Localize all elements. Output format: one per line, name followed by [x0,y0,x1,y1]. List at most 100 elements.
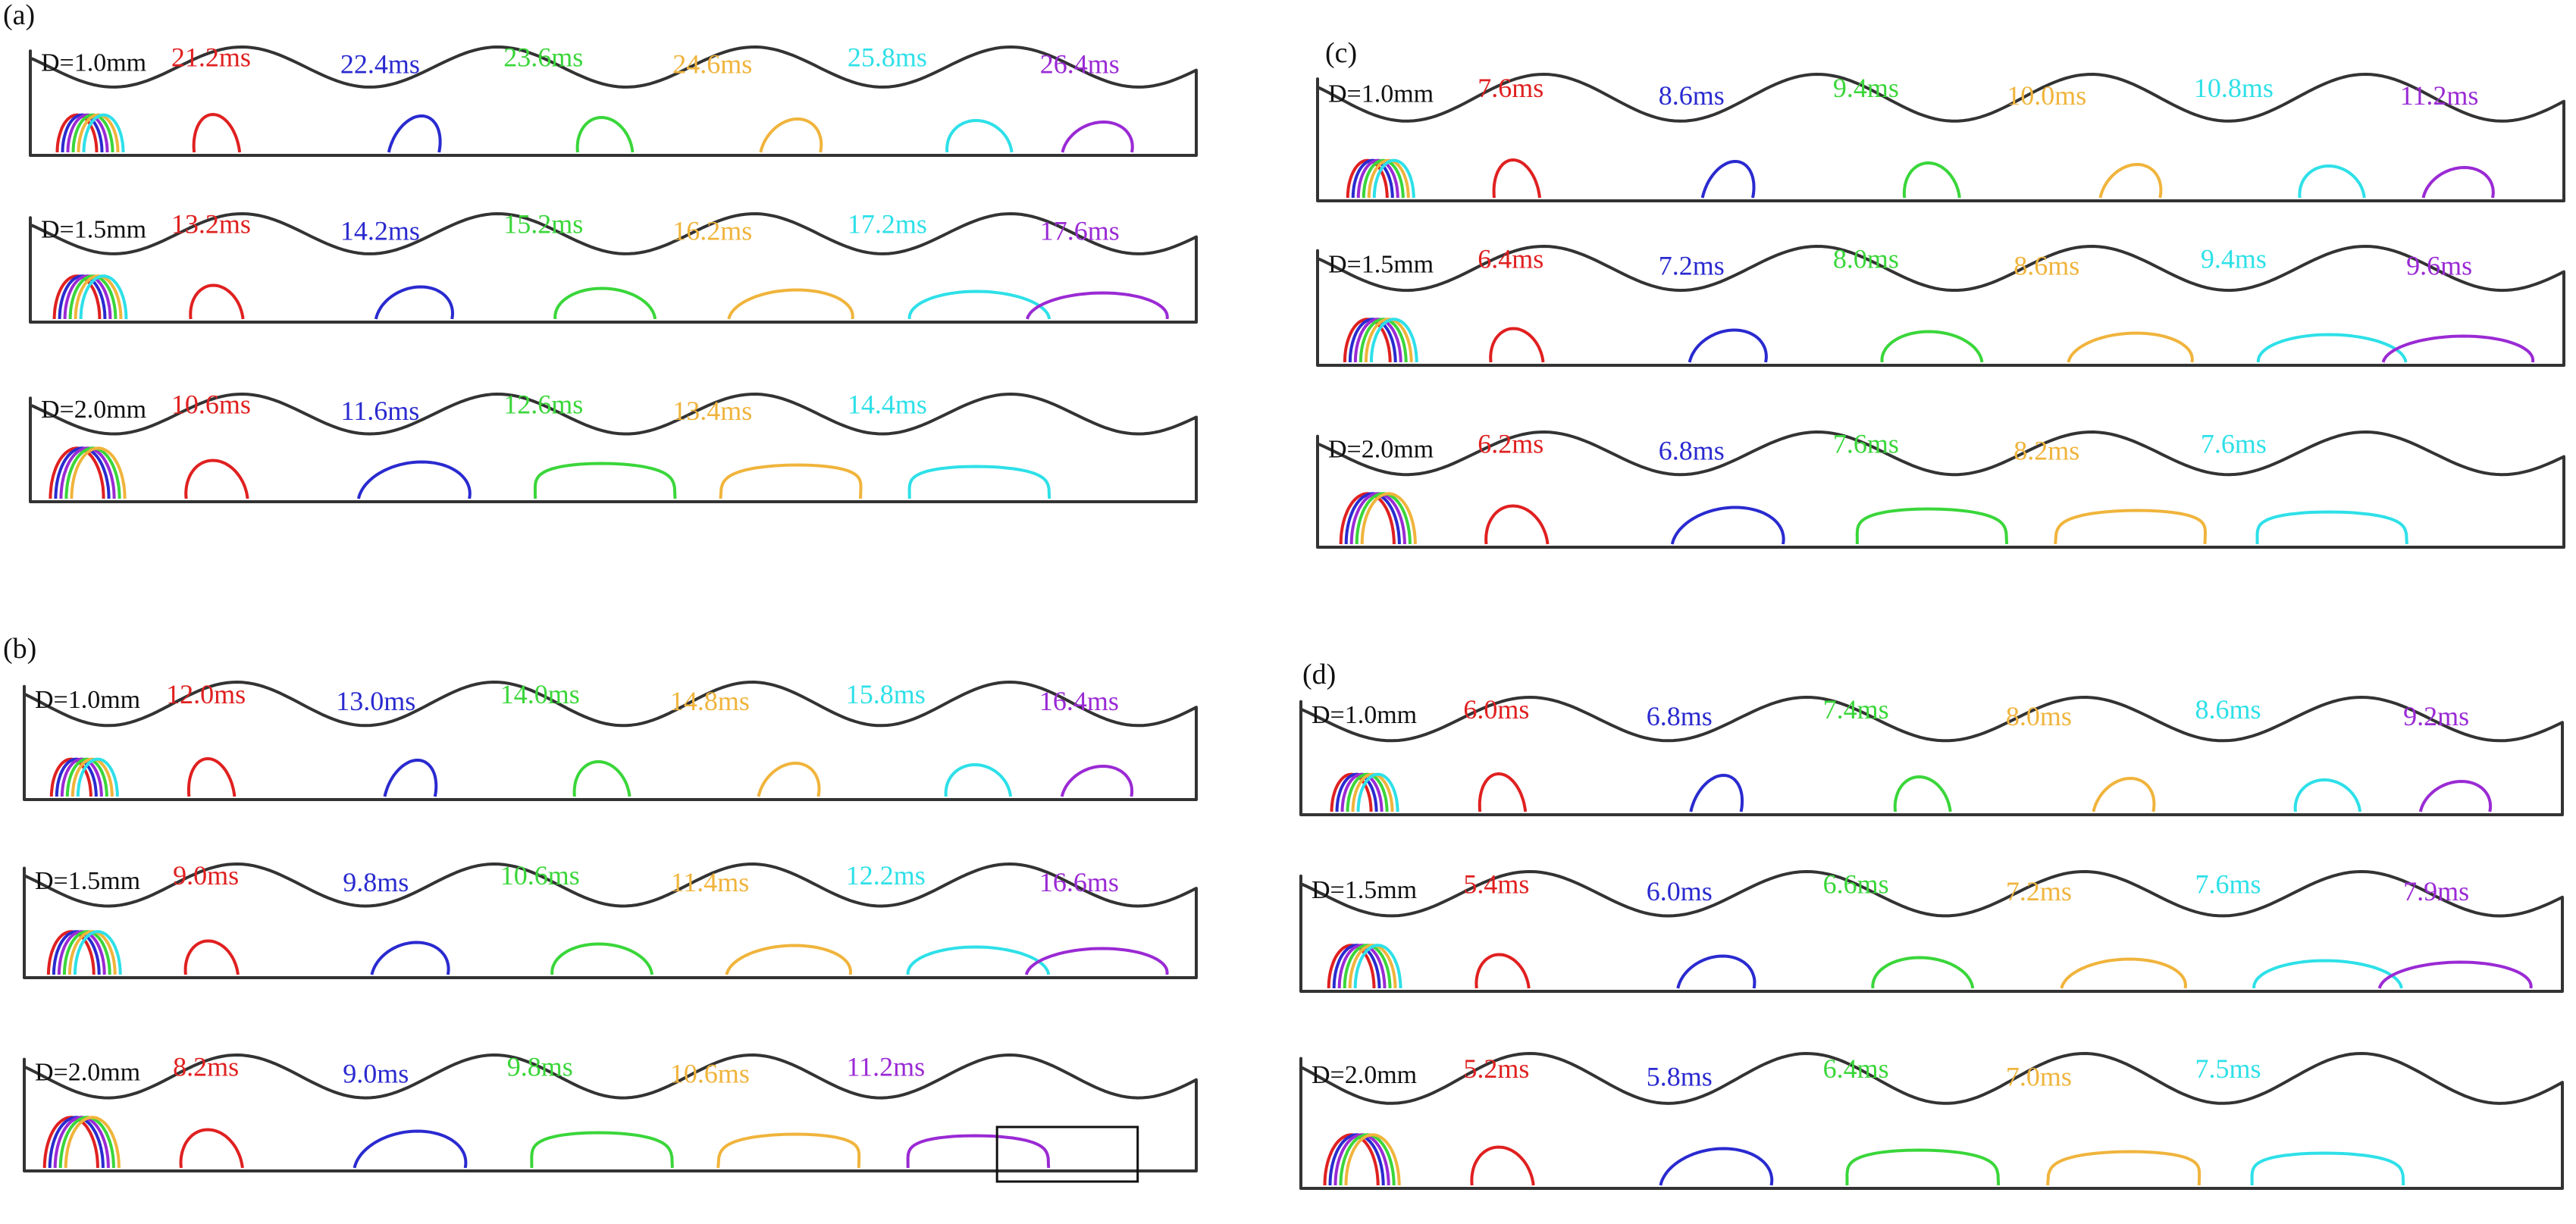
time-label: 11.6ms [341,396,420,426]
initial-bubble-outline [1344,1133,1401,1186]
time-label: 9.4ms [1833,73,1899,103]
wavy-channel [1299,870,2564,993]
bubble-outline [2060,957,2187,989]
bubble-outline [179,1128,244,1169]
bubble-outline [2421,166,2495,199]
time-label: 7.2ms [2006,876,2072,906]
diameter-label: D=1.5mm [35,867,140,895]
bubble-outline [353,1129,468,1169]
channel-row: D=1.0mm 12.0ms 13.0ms 14.0ms 14.8ms 15.8ms 16.… [23,679,1198,801]
time-label: 7.4ms [1823,694,1889,725]
bubble-outline [1700,160,1756,199]
bubble-outline [383,759,438,797]
bubble-outline [575,116,635,153]
initial-bubble-outline [1360,492,1417,545]
bubble-outline [1689,774,1744,812]
bubble-outline [1061,121,1134,153]
bubble-outline [2255,510,2408,545]
channel-row: D=2.0mm 5.2ms 5.8ms 6.4ms 7.0ms 7.5ms [1299,1052,2564,1190]
bubble-outline [186,757,237,797]
time-label: 9.8ms [507,1052,573,1082]
bubble-outline [727,288,854,320]
time-label: 21.2ms [171,42,251,73]
wavy-channel [29,45,1198,157]
time-label: 9.6ms [2406,251,2472,281]
bubble-outline [719,463,863,499]
diameter-label: D=2.0mm [1328,435,1434,463]
diameter-label: D=2.0mm [35,1059,140,1087]
bubble-outline [1026,291,1169,320]
wavy-channel [1316,73,2565,202]
initial-bubble-outline [79,274,128,320]
diameter-label: D=1.0mm [1312,701,1417,729]
time-label: 9.0ms [343,1059,409,1089]
time-label: 6.2ms [1478,428,1543,459]
bubble-outline [906,1134,1051,1169]
bubble-outline [533,462,677,499]
time-label: 9.2ms [2403,701,2469,731]
time-label: 22.4ms [340,49,420,79]
initial-bubble-outline [64,1116,121,1169]
time-label: 7.5ms [2195,1053,2261,1084]
panel-label: (d) [1302,659,1336,690]
time-label: 16.6ms [1039,867,1119,897]
bubble-outline [1474,953,1531,989]
time-label: 13.0ms [336,686,415,716]
bubble-outline [2381,334,2535,363]
diameter-label: D=1.5mm [41,215,146,243]
time-label: 24.6ms [672,49,752,79]
bubble-outline [1902,161,1961,199]
time-label: 5.8ms [1647,1062,1713,1092]
bubble-outline [1871,956,1975,989]
time-label: 23.6ms [503,42,583,73]
time-label: 10.8ms [2194,73,2274,103]
time-label: 6.4ms [1823,1053,1889,1084]
wavy-channel [23,1053,1198,1172]
time-label: 14.4ms [848,390,927,420]
time-label: 7.6ms [1833,428,1899,459]
channel-row: D=1.5mm 6.4ms 7.2ms 8.0ms 8.6ms 9.4ms 9.6ms [1316,243,2565,367]
panel-label: (a) [3,0,35,31]
time-label: 10.6ms [500,860,580,891]
time-label: 11.4ms [671,867,750,897]
time-label: 10.0ms [2007,80,2086,111]
initial-bubble-outline [82,113,125,153]
time-label: 11.2ms [2400,80,2479,111]
diameter-label: D=1.5mm [1328,251,1434,279]
bubble-outline [184,459,249,499]
time-label: 8.6ms [2013,251,2079,281]
bubble-outline [370,941,450,975]
time-label: 7.6ms [2201,428,2267,459]
channel-row: D=2.0mm 6.2ms 6.8ms 7.6ms 8.2ms 7.6ms [1316,428,2565,549]
time-label: 8.6ms [1659,80,1725,111]
highlight-box [995,1125,1139,1183]
time-label: 9.4ms [2201,243,2267,274]
bubble-outline [1060,765,1134,797]
time-label: 8.6ms [2195,694,2261,725]
bubble-outline [907,465,1051,499]
diameter-label: D=2.0mm [1312,1061,1417,1089]
bubble-outline [944,763,1012,797]
bubble-outline [2377,960,2533,989]
time-label: 7.2ms [1659,251,1725,281]
time-label: 7.0ms [2006,1062,2072,1092]
bubble-outline [387,114,442,153]
wavy-channel [1316,245,2565,367]
initial-bubble-outline [1369,318,1418,363]
bubble-outline [1845,1148,2001,1186]
wavy-channel [1316,430,2565,549]
time-label: 17.6ms [1040,215,1120,246]
time-label: 8.2ms [173,1052,239,1082]
bubble-outline [1484,504,1550,545]
time-label: 15.8ms [846,679,926,709]
bubble-outline [572,760,631,797]
diameter-label: D=1.0mm [35,686,140,714]
time-label: 10.6ms [670,1059,750,1089]
time-label: 14.2ms [340,215,420,246]
panel-0: (a)D=1.0mm 21.2ms 22.4ms 23.6ms 24.6ms 25.8ms… [3,0,1198,503]
initial-bubble-outline [1372,158,1415,199]
bubble-outline [2298,164,2366,199]
panel-3: (d) D=1.0mm 6.0ms 6.8ms 7.4ms 8.0ms 8.6ms 9.2ms… [1299,659,2564,1190]
channel-row: D=2.0mm 8.2ms 9.0ms 9.8ms 10.6ms 11.2ms [23,1052,1198,1183]
